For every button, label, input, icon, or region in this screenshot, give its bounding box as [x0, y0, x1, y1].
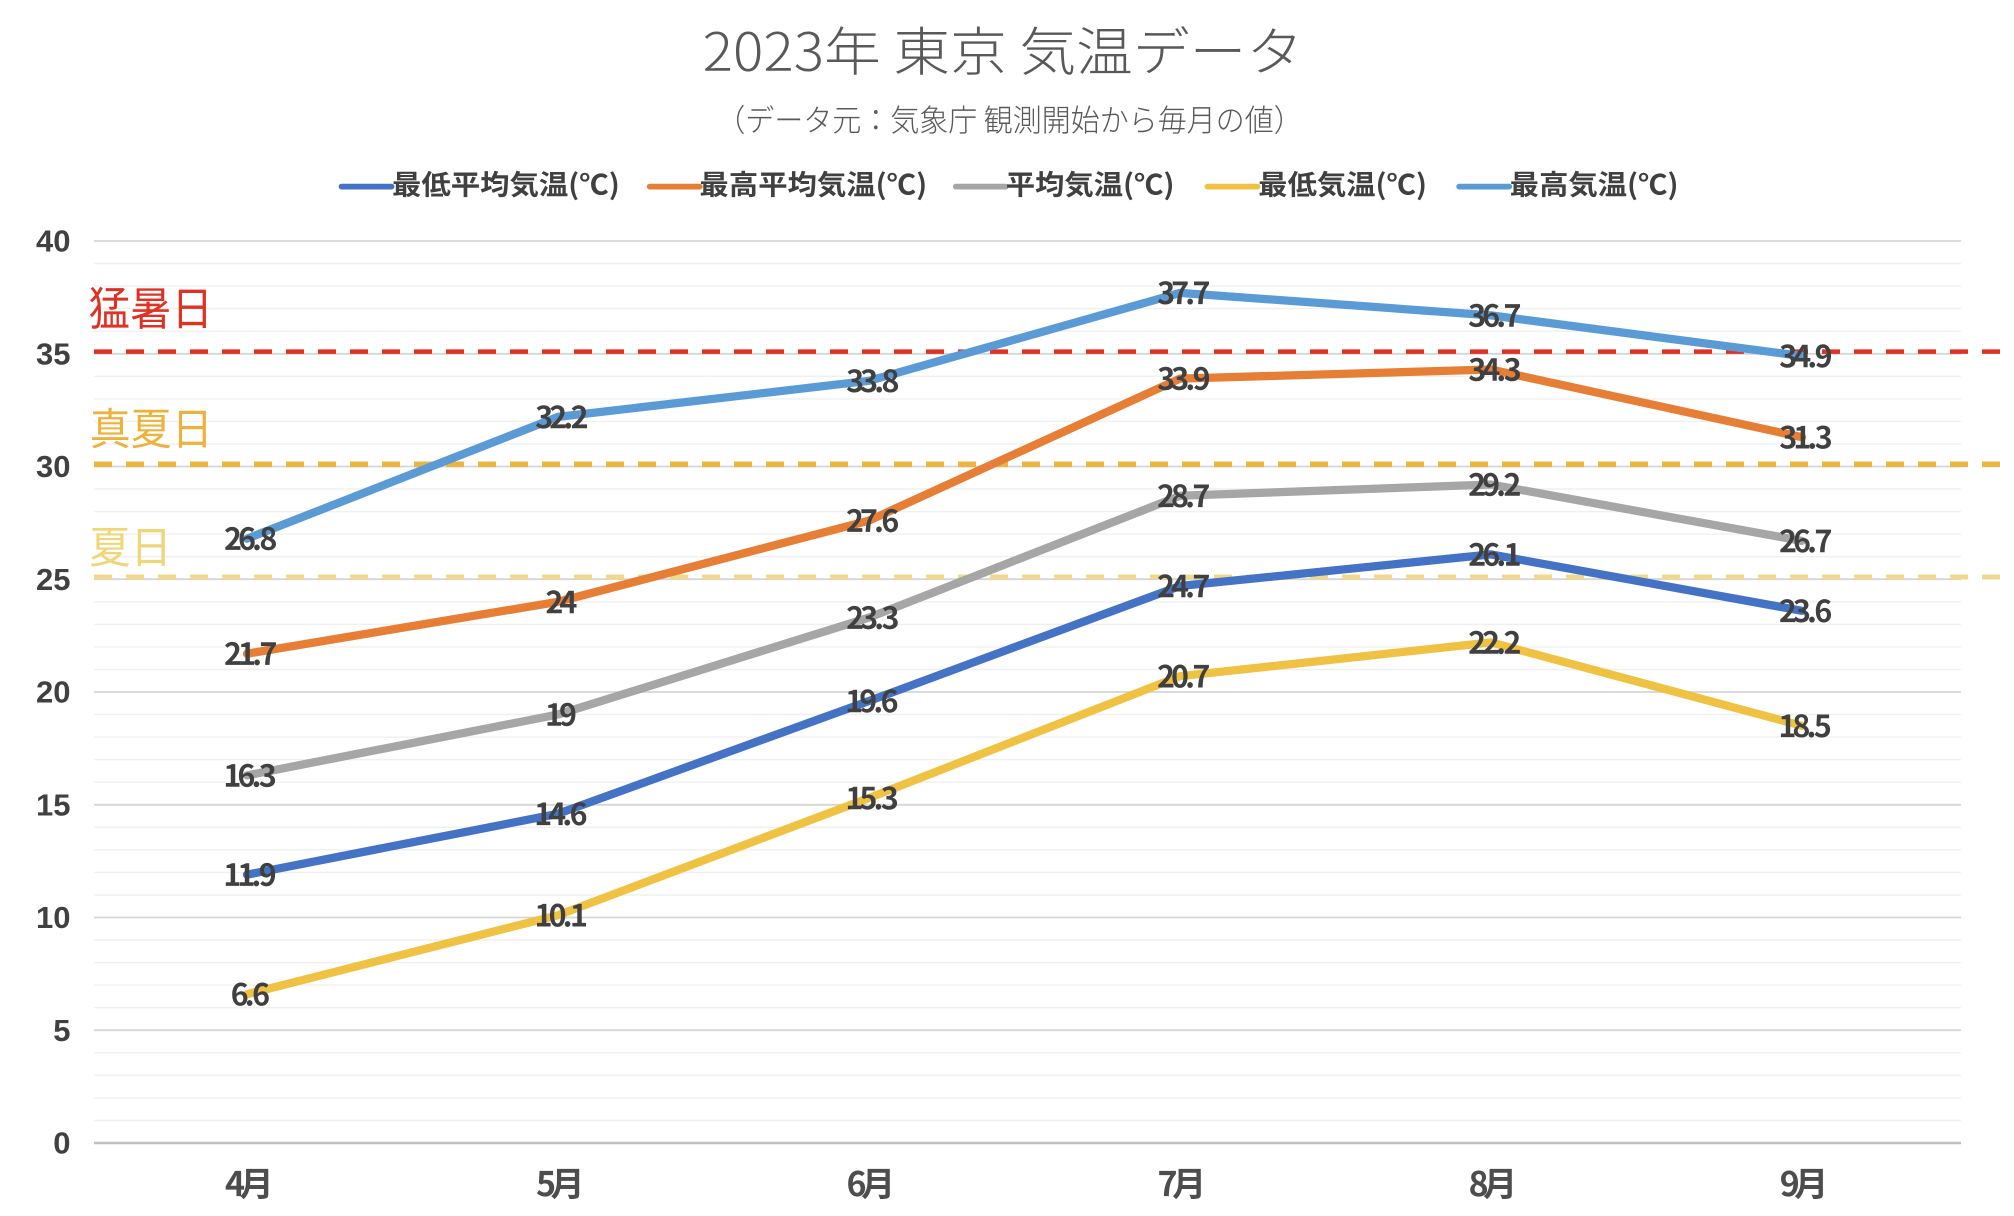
svg-text:35: 35 — [36, 336, 70, 371]
svg-text:25: 25 — [36, 562, 70, 597]
svg-text:5: 5 — [53, 1013, 70, 1048]
svg-text:40: 40 — [36, 224, 70, 259]
svg-text:30: 30 — [36, 449, 70, 484]
svg-text:15: 15 — [36, 788, 70, 823]
svg-text:10: 10 — [36, 900, 70, 935]
svg-text:20: 20 — [36, 675, 70, 710]
svg-text:0: 0 — [53, 1126, 70, 1161]
